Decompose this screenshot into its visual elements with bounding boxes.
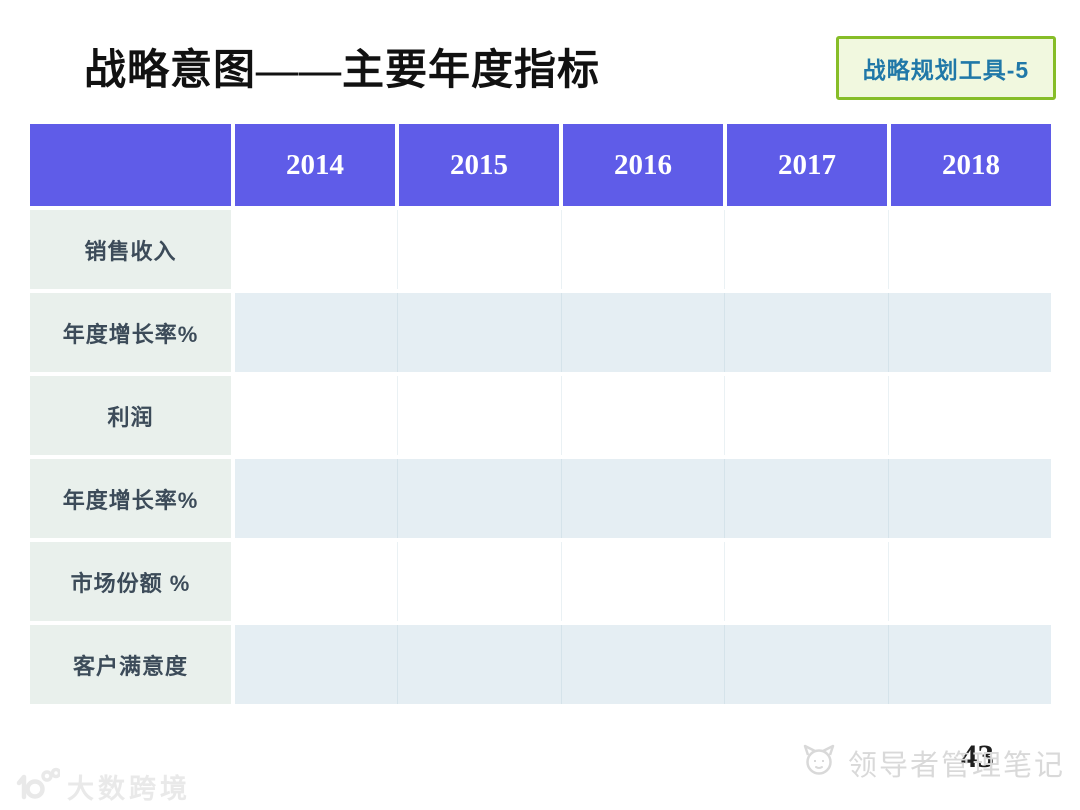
row-empty-cells: [235, 625, 1051, 704]
cat-logo-icon: [800, 743, 840, 784]
row-empty-cells: [235, 542, 1051, 621]
row-label: 年度增长率%: [30, 459, 231, 538]
table-row-profit: 利润: [30, 376, 1051, 455]
table-row-sales-revenue: 销售收入: [30, 210, 1051, 289]
row-empty-cells: [235, 210, 1051, 289]
row-label: 年度增长率%: [30, 293, 231, 372]
table-row-annual-growth-1: 年度增长率%: [30, 293, 1051, 372]
row-empty-cells: [235, 293, 1051, 372]
row-label: 利润: [30, 376, 231, 455]
annual-indicators-table: 2014 2015 2016 2017 2018 销售收入 年度增长率% 利润 …: [30, 124, 1051, 704]
row-label: 客户满意度: [30, 625, 231, 704]
row-label: 市场份额 %: [30, 542, 231, 621]
right-watermark: 领导者管理笔记: [800, 742, 1065, 784]
row-empty-cells: [235, 459, 1051, 538]
table-row-annual-growth-2: 年度增长率%: [30, 459, 1051, 538]
tool-badge-label: 战略规划工具-5: [862, 57, 1030, 83]
header-year-2016: 2016: [563, 124, 723, 206]
table-row-customer-satisfaction: 客户满意度: [30, 625, 1051, 704]
page-title: 战略意图——主要年度指标: [84, 48, 601, 94]
header-corner-cell: [30, 124, 231, 206]
header-year-2015: 2015: [399, 124, 559, 206]
table-header-row: 2014 2015 2016 2017 2018: [30, 124, 1051, 206]
table-row-market-share: 市场份额 %: [30, 542, 1051, 621]
dashu-logo-icon: [14, 766, 62, 807]
left-watermark: 大数跨境: [14, 766, 191, 807]
row-label: 销售收入: [30, 210, 231, 289]
page-number: 43: [961, 739, 994, 775]
header-year-2017: 2017: [727, 124, 887, 206]
header-year-2018: 2018: [891, 124, 1051, 206]
header-year-2014: 2014: [235, 124, 395, 206]
left-watermark-text: 大数跨境: [67, 774, 191, 804]
right-watermark-text: 领导者管理笔记: [848, 750, 1066, 782]
tool-badge: 战略规划工具-5: [836, 36, 1056, 100]
row-empty-cells: [235, 376, 1051, 455]
